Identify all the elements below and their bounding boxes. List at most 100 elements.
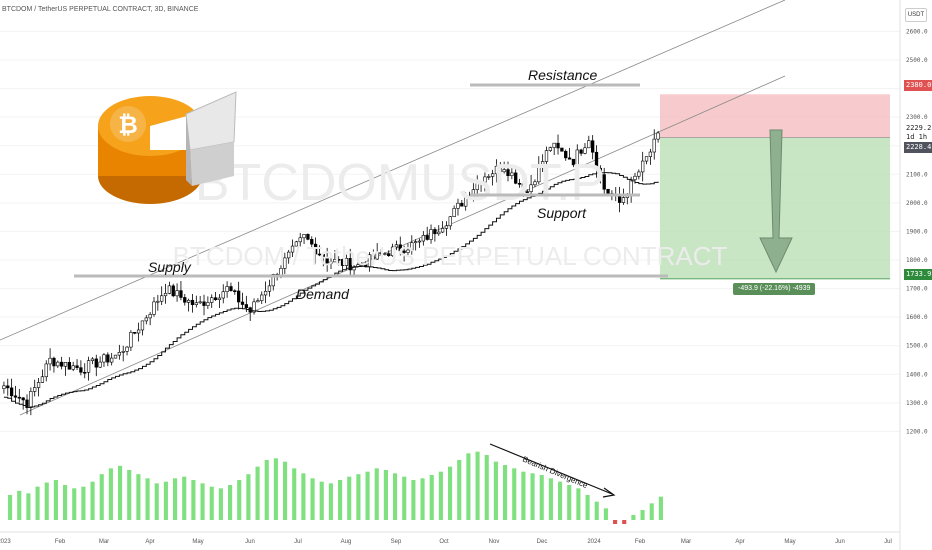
osc-bar bbox=[503, 465, 508, 520]
candle-body bbox=[579, 149, 583, 154]
time-tick-label: Mar bbox=[681, 539, 691, 545]
candle-body bbox=[225, 286, 229, 293]
candle-body bbox=[183, 297, 187, 303]
candle-body bbox=[652, 138, 656, 153]
osc-bar bbox=[154, 483, 159, 520]
oscillator: 0.020.040.060.080.0 bbox=[8, 450, 921, 524]
candle-body bbox=[644, 156, 649, 162]
candle-body bbox=[375, 252, 379, 260]
candle-body bbox=[594, 151, 599, 169]
osc-bar bbox=[173, 478, 178, 520]
time-tick-label: Jul bbox=[294, 539, 302, 545]
candle-body bbox=[233, 290, 237, 293]
candle-body bbox=[348, 258, 352, 271]
osc-bar bbox=[283, 461, 288, 520]
candle-body bbox=[48, 357, 52, 365]
candle-body bbox=[129, 332, 133, 348]
candle-body bbox=[298, 237, 302, 243]
candle-body bbox=[102, 354, 106, 363]
resistance-label: Resistance bbox=[528, 67, 597, 83]
candle-body bbox=[52, 357, 56, 367]
position-label: -493.9 (-22.16%) -4939 bbox=[733, 283, 816, 295]
candle-body bbox=[256, 300, 260, 303]
candle-body bbox=[571, 158, 576, 166]
svg-text:₿: ₿ bbox=[118, 111, 138, 139]
osc-bar bbox=[145, 478, 150, 520]
candle-body bbox=[29, 391, 33, 408]
candle-body bbox=[525, 191, 529, 193]
price-tick-label: 1400.0 bbox=[906, 371, 928, 378]
osc-bar bbox=[649, 503, 654, 520]
osc-bar bbox=[438, 471, 443, 520]
target-arrow-icon bbox=[759, 129, 793, 274]
price-tick-label: 2300.0 bbox=[906, 114, 928, 121]
time-tick-label: Jun bbox=[245, 539, 255, 545]
candle-body bbox=[190, 299, 195, 305]
candle-body bbox=[606, 188, 610, 194]
candle-body bbox=[71, 365, 75, 370]
osc-bar bbox=[603, 508, 608, 520]
osc-bar bbox=[539, 475, 544, 520]
candle-body bbox=[325, 257, 329, 264]
candle-body bbox=[271, 274, 275, 287]
time-tick-label: Dec bbox=[537, 539, 548, 545]
time-tick-label: Aug bbox=[341, 539, 352, 545]
osc-bar bbox=[118, 465, 123, 520]
osc-bar bbox=[44, 482, 49, 520]
currency-badge[interactable]: USDT bbox=[905, 8, 927, 22]
candle-body bbox=[394, 244, 399, 248]
osc-bar bbox=[475, 451, 480, 520]
price-tick-label: 1900.0 bbox=[906, 228, 928, 235]
price-tick-label: 2000.0 bbox=[906, 200, 928, 207]
osc-bar bbox=[658, 496, 663, 520]
osc-bar bbox=[255, 466, 260, 520]
candle-body bbox=[171, 285, 175, 297]
time-axis: 2023 Feb Mar Apr May Jun Jul Aug Sep Oct Nov Dec 202… bbox=[0, 531, 900, 545]
candle-body bbox=[421, 235, 425, 242]
candle-body bbox=[502, 169, 506, 173]
osc-bar bbox=[484, 455, 489, 520]
candle-body bbox=[360, 264, 364, 266]
price-tick-label: 1500.0 bbox=[906, 343, 928, 350]
candle-body bbox=[136, 329, 141, 334]
osc-bar bbox=[640, 510, 645, 520]
osc-bar bbox=[136, 474, 141, 520]
osc-bar bbox=[228, 485, 233, 520]
candle-body bbox=[33, 387, 37, 392]
candle-body bbox=[302, 234, 306, 239]
osc-bar bbox=[17, 490, 22, 520]
candle-body bbox=[621, 197, 626, 203]
candle-body bbox=[75, 365, 79, 368]
candle-body bbox=[167, 285, 172, 294]
candle-body bbox=[117, 352, 122, 356]
candle-body bbox=[414, 241, 418, 243]
candle-body bbox=[475, 181, 479, 190]
candle-body bbox=[144, 317, 148, 322]
trend-channel bbox=[0, 0, 786, 416]
candle-body bbox=[156, 300, 160, 303]
price-tick-label: 1700.0 bbox=[906, 286, 928, 293]
candle-body bbox=[287, 251, 291, 259]
osc-bar bbox=[53, 480, 58, 520]
osc-bar bbox=[429, 475, 434, 520]
osc-bar bbox=[558, 481, 563, 520]
time-tick-label: May bbox=[192, 539, 203, 545]
osc-bar bbox=[246, 474, 251, 520]
osc-bar bbox=[26, 493, 31, 520]
candle-body bbox=[467, 196, 472, 199]
candle-body bbox=[213, 297, 218, 300]
candle-body bbox=[575, 149, 579, 166]
osc-bar bbox=[512, 468, 517, 520]
candle-body bbox=[521, 183, 526, 192]
candle-body bbox=[417, 240, 422, 243]
price-tick-label: 1300.0 bbox=[906, 400, 928, 407]
candle-body bbox=[229, 286, 233, 292]
candle-body bbox=[56, 361, 60, 367]
candle-body bbox=[602, 174, 606, 190]
candle-body bbox=[283, 257, 287, 269]
osc-bar bbox=[292, 468, 297, 520]
candle-body bbox=[398, 244, 402, 252]
candle-body bbox=[6, 385, 10, 389]
osc-bar bbox=[457, 460, 462, 520]
